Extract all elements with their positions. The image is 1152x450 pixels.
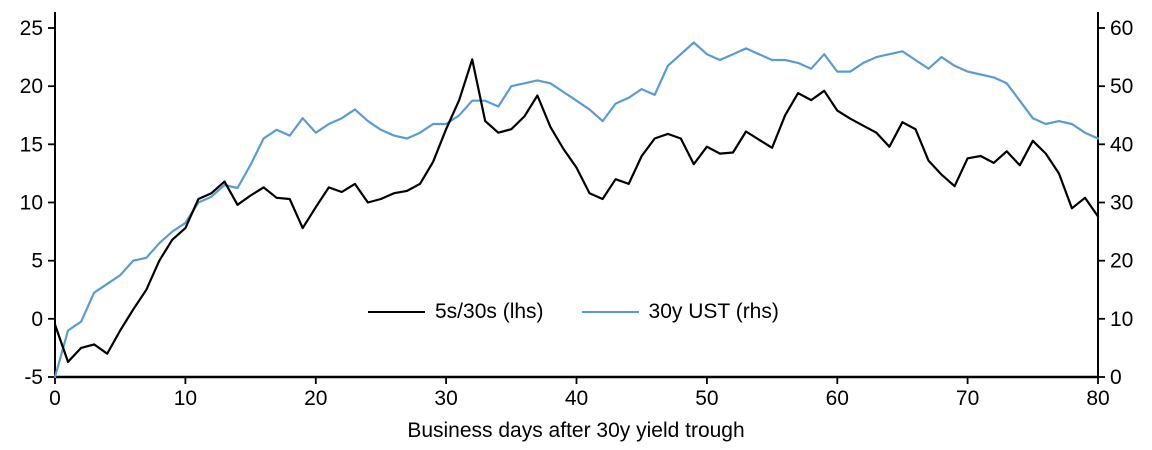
y-right-tick-label: 10: [1110, 308, 1133, 331]
y-right-tick-label: 50: [1110, 75, 1133, 98]
legend-label-5s30s: 5s/30s (lhs): [435, 300, 544, 323]
legend-item-30y-ust: 30y UST (rhs): [581, 300, 779, 324]
legend-item-5s30s: 5s/30s (lhs): [368, 300, 544, 324]
y-left-tick-label: 15: [20, 133, 43, 156]
x-tick-label: 40: [565, 387, 588, 410]
legend-line-swatch-5s30s: [368, 310, 425, 314]
y-left-tick-label: 20: [20, 75, 43, 98]
x-tick-label: 60: [826, 387, 849, 410]
x-tick-label: 70: [956, 387, 979, 410]
chart-legend: 5s/30s (lhs) 30y UST (rhs): [368, 300, 779, 324]
y-left-tick-label: 5: [31, 250, 43, 273]
x-tick-label: 80: [1086, 387, 1109, 410]
y-left-tick-label: -5: [24, 366, 43, 389]
y-right-tick-label: 30: [1110, 192, 1133, 215]
y-right-tick-label: 0: [1110, 366, 1122, 389]
y-left-tick-label: 10: [20, 192, 43, 215]
series-line-0: [53, 58, 1100, 363]
x-tick-label: 10: [174, 387, 197, 410]
x-tick-label: 0: [49, 387, 61, 410]
y-right-tick-label: 40: [1110, 133, 1133, 156]
y-left-tick-label: 0: [31, 308, 43, 331]
series-line-1: [53, 41, 1100, 379]
x-axis-title: Business days after 30y yield trough: [407, 419, 745, 442]
y-right-tick-label: 20: [1110, 250, 1133, 273]
x-tick-label: 50: [695, 387, 718, 410]
x-tick-label: 30: [434, 387, 457, 410]
y-right-tick-label: 60: [1110, 17, 1133, 40]
legend-line-swatch-30y-ust: [581, 310, 639, 314]
legend-label-30y-ust: 30y UST (rhs): [648, 300, 779, 323]
y-left-tick-label: 25: [20, 17, 43, 40]
x-tick-label: 20: [304, 387, 327, 410]
